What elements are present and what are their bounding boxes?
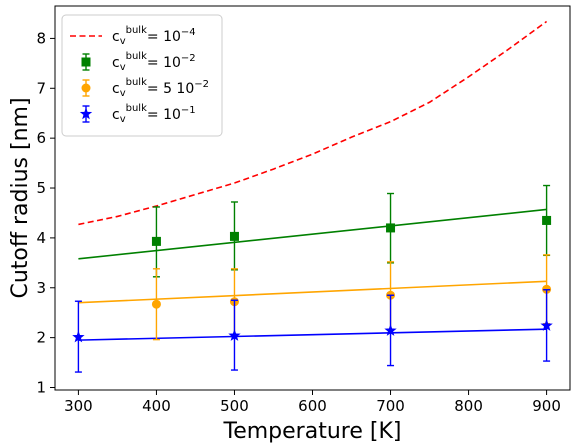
y-tick-label: 7 bbox=[36, 79, 46, 97]
data-point bbox=[72, 330, 85, 343]
y-tick-label: 5 bbox=[36, 179, 46, 197]
y-tick-label: 8 bbox=[36, 29, 46, 47]
legend: cvbulk= 10−4 cvbulk= 10−2 cvbulk= 5 10−2 cv… bbox=[61, 14, 223, 137]
x-tick-label: 700 bbox=[376, 397, 405, 415]
y-axis-title: Cutoff radius [nm] bbox=[8, 97, 33, 298]
x-tick-label: 300 bbox=[64, 397, 93, 415]
legend-box bbox=[61, 14, 223, 137]
legend-label: cvbulk= 10−4 bbox=[112, 25, 196, 47]
legend-label: cvbulk= 10−1 bbox=[112, 103, 196, 125]
x-tick-label: 900 bbox=[532, 397, 561, 415]
data-point bbox=[540, 319, 553, 331]
x-tick-label: 600 bbox=[298, 397, 327, 415]
data-point bbox=[228, 329, 241, 341]
legend-label: cvbulk= 10−2 bbox=[112, 51, 196, 73]
data-point bbox=[542, 215, 552, 225]
legend-marker bbox=[81, 57, 91, 67]
legend-marker bbox=[79, 107, 93, 120]
x-tick-label: 500 bbox=[220, 397, 249, 415]
legend-marker bbox=[81, 83, 91, 93]
y-tick-label: 1 bbox=[36, 379, 46, 397]
data-point bbox=[229, 231, 239, 241]
y-tick-label: 3 bbox=[36, 279, 46, 297]
x-tick-label: 800 bbox=[454, 397, 483, 415]
data-point bbox=[151, 236, 161, 246]
y-tick-label: 4 bbox=[36, 229, 46, 247]
data-point bbox=[386, 223, 396, 233]
data-point bbox=[151, 299, 161, 309]
series-2 bbox=[72, 289, 553, 373]
plot-data bbox=[72, 20, 553, 373]
data-point bbox=[384, 324, 397, 336]
legend-label: cvbulk= 5 10−2 bbox=[112, 77, 209, 99]
x-axis-title: Temperature [K] bbox=[223, 419, 402, 444]
y-tick-label: 2 bbox=[36, 329, 46, 347]
x-tick-label: 400 bbox=[142, 397, 171, 415]
axes: 300 400 500 600 700 800 900 1 2 3 4 5 6 7 8 bbox=[36, 5, 571, 415]
theory-line-0 bbox=[78, 20, 548, 226]
y-tick-label: 6 bbox=[36, 129, 46, 147]
